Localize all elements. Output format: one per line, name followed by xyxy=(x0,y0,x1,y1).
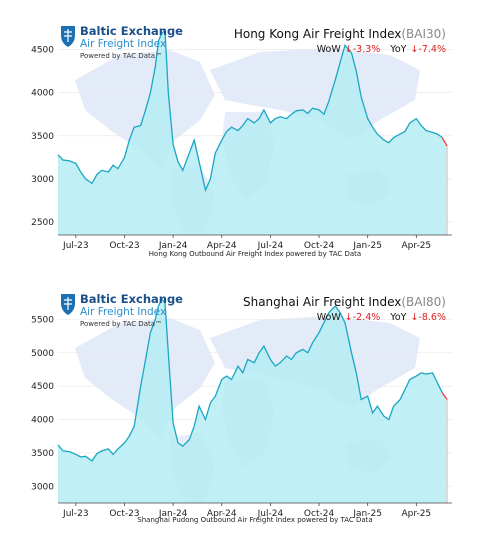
y-tick-label: 4500 xyxy=(31,382,54,392)
x-tick-label: Oct-24 xyxy=(304,509,335,519)
logo: Baltic Exchange Air Freight Index Powere… xyxy=(61,24,183,60)
x-tick-label: Apr-24 xyxy=(207,241,237,251)
x-tick-label: Apr-24 xyxy=(207,509,237,519)
chart-title: Shanghai Air Freight Index(BAI80) xyxy=(243,295,446,309)
x-tick-label: Jul-23 xyxy=(62,241,89,251)
logo-line-3: Powered by TAC Data™ xyxy=(80,320,162,328)
index-line xyxy=(57,298,443,462)
x-tick-label: Jul-23 xyxy=(62,509,89,519)
x-tick-label: Jan-25 xyxy=(352,509,382,519)
index-area xyxy=(58,299,448,503)
y-axis: 3000 3500 4000 4500 5000 5500 xyxy=(31,315,54,492)
x-tick-label: Jan-25 xyxy=(352,241,382,251)
x-axis: Jul-23 Oct-23 Jan-24 Apr-24 Jul-24 Oct-24 Jan-… xyxy=(62,235,431,251)
x-tick-label: Jan-24 xyxy=(158,241,188,251)
change-readout: WoW ↓-2.4% YoY ↓-8.6% xyxy=(317,312,446,323)
y-tick-label: 3000 xyxy=(31,175,54,185)
chart-title: Hong Kong Air Freight Index(BAI30) xyxy=(234,27,446,41)
shanghai-chart: 3000 3500 4000 4500 5000 5500 Jul-23 Oct-23 Jan… xyxy=(31,292,452,524)
logo-line-1: Baltic Exchange xyxy=(80,24,183,38)
y-tick-label: 5000 xyxy=(31,349,54,359)
x-axis-label: Shanghai Pudong Outbound Air Freight Ind… xyxy=(137,516,372,524)
index-line xyxy=(57,29,443,193)
y-tick-label: 2500 xyxy=(31,218,54,228)
x-tick-label: Jul-24 xyxy=(257,241,284,251)
y-tick-label: 5500 xyxy=(31,315,54,325)
change-readout: WoW ↓-3.3% YoY ↓-7.4% xyxy=(317,44,446,55)
logo: Baltic Exchange Air Freight Index Powere… xyxy=(61,292,183,328)
logo-emblem-icon xyxy=(64,297,72,310)
y-tick-label: 4500 xyxy=(31,46,54,56)
x-axis-label: Hong Kong Outbound Air Freight Index pow… xyxy=(149,250,361,258)
logo-line-2: Air Freight Index xyxy=(80,306,166,318)
x-tick-label: Oct-23 xyxy=(109,509,139,519)
logo-emblem-icon xyxy=(64,29,72,42)
y-axis: 2500 3000 3500 4000 4500 xyxy=(31,46,54,229)
y-tick-label: 4000 xyxy=(31,416,54,426)
y-tick-label: 3500 xyxy=(31,132,54,142)
x-tick-label: Jul-24 xyxy=(257,509,284,519)
x-tick-label: Oct-24 xyxy=(304,241,335,251)
y-tick-label: 3500 xyxy=(31,449,54,459)
latest-week-segment xyxy=(441,137,448,147)
x-tick-label: Jan-24 xyxy=(158,509,188,519)
index-area xyxy=(58,30,448,235)
x-tick-label: Apr-25 xyxy=(401,241,431,251)
logo-line-2: Air Freight Index xyxy=(80,38,166,50)
y-tick-label: 4000 xyxy=(31,89,54,99)
latest-week-segment xyxy=(441,392,448,400)
x-tick-label: Oct-23 xyxy=(109,241,139,251)
x-axis: Jul-23 Oct-23 Jan-24 Apr-24 Jul-24 Oct-24 Jan-… xyxy=(62,503,431,519)
x-tick-label: Apr-25 xyxy=(401,509,431,519)
hong-kong-chart: 2500 3000 3500 4000 4500 Jul-23 Oct-23 Jan-24 A… xyxy=(31,24,452,258)
y-tick-label: 3000 xyxy=(31,482,54,492)
logo-line-3: Powered by TAC Data™ xyxy=(80,52,162,60)
logo-line-1: Baltic Exchange xyxy=(80,292,183,306)
